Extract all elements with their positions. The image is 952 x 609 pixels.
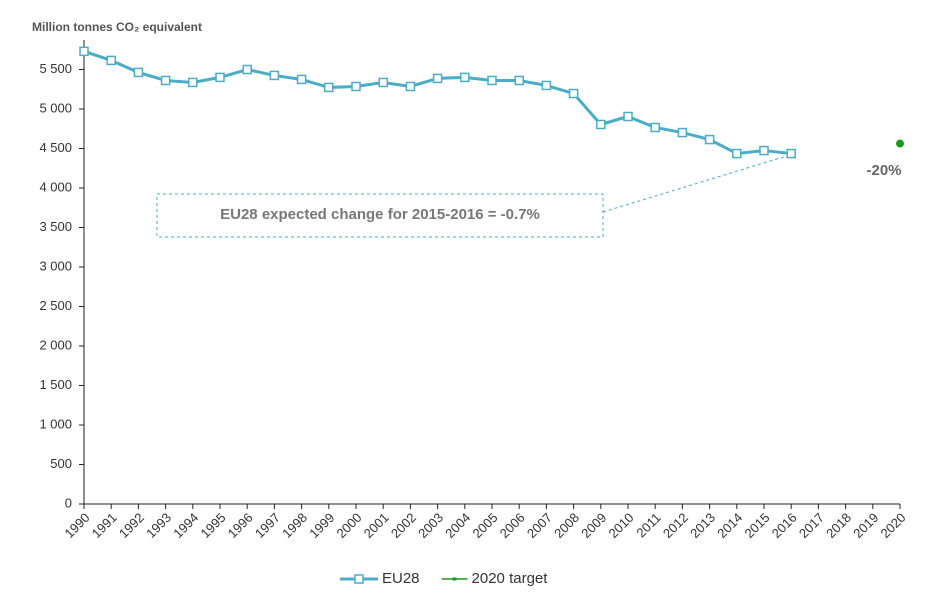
point — [324, 82, 334, 93]
x-tick-label: 1996 — [225, 510, 256, 541]
x-tick-label: 1994 — [170, 510, 201, 541]
x-tick-label: 1998 — [279, 510, 310, 541]
y-tick-label: 2 000 — [39, 337, 72, 352]
annotation-box — [156, 193, 604, 238]
point — [487, 75, 497, 86]
y-tick-label: 1 000 — [39, 416, 72, 431]
annotation: -20% — [866, 162, 901, 179]
y-tick-label: 4 500 — [39, 140, 72, 155]
point — [269, 70, 280, 81]
point — [568, 88, 579, 99]
annotation: EU28 expected change for 2015-2016 = -0.… — [220, 206, 540, 223]
x-tick-label: 2008 — [551, 510, 582, 541]
point — [351, 81, 361, 92]
legend-label: EU28 — [382, 570, 420, 587]
y-tick-label: 0 — [65, 495, 72, 510]
point — [514, 75, 524, 86]
x-tick-label: 2017 — [796, 510, 827, 541]
point — [896, 139, 904, 148]
x-tick-label: 2014 — [714, 510, 745, 541]
x-tick-label: 2001 — [361, 510, 392, 541]
x-tick-label: 2015 — [741, 510, 772, 541]
x-tick-label: 2007 — [524, 510, 555, 541]
x-tick-label: 2000 — [333, 510, 364, 541]
y-tick-label: 1 500 — [39, 377, 72, 392]
point — [79, 46, 89, 57]
x-tick-label: 1992 — [116, 510, 147, 541]
point — [759, 145, 769, 156]
x-tick-label: 2005 — [469, 510, 500, 541]
point — [242, 64, 252, 75]
x-tick-label: 1997 — [252, 510, 283, 541]
x-tick-label: 2013 — [687, 510, 718, 541]
point — [296, 74, 307, 85]
point — [732, 148, 742, 159]
legend-marker — [354, 574, 364, 584]
x-tick-label: 1995 — [197, 510, 228, 541]
point — [650, 122, 660, 133]
point — [133, 67, 144, 78]
point — [215, 72, 225, 83]
y-tick-label: 500 — [50, 456, 72, 471]
x-tick-label: 1999 — [306, 510, 337, 541]
y-tick-label: 3 000 — [39, 258, 72, 273]
legend-marker — [452, 577, 457, 581]
annotation-leader — [602, 154, 791, 213]
point — [704, 134, 715, 145]
y-tick-label: 2 500 — [39, 298, 72, 313]
series-line — [83, 49, 792, 156]
point — [623, 111, 633, 122]
point — [460, 72, 470, 83]
y-axis-label: Million tonnes CO₂ equivalent — [32, 20, 202, 34]
x-tick-label: 2002 — [388, 510, 419, 541]
legend-label: 2020 target — [472, 570, 549, 587]
x-tick-label: 2003 — [415, 510, 446, 541]
y-tick-label: 4 000 — [39, 179, 72, 194]
y-tick-label: 5 000 — [39, 100, 72, 115]
point — [188, 77, 198, 88]
x-tick-label: 2004 — [442, 510, 473, 541]
point — [596, 119, 606, 130]
x-tick-label: 2019 — [850, 510, 881, 541]
x-tick-label: 1990 — [61, 510, 92, 541]
x-tick-label: 1993 — [143, 510, 174, 541]
point — [677, 127, 688, 138]
x-tick-label: 2018 — [823, 510, 854, 541]
point — [106, 55, 116, 66]
x-tick-label: 2012 — [660, 510, 691, 541]
x-tick-label: 2020 — [877, 510, 908, 541]
point — [541, 80, 552, 91]
point — [160, 75, 171, 86]
x-tick-label: 2010 — [605, 510, 636, 541]
y-tick-label: 5 500 — [39, 61, 72, 76]
x-tick-label: 2016 — [769, 510, 800, 541]
point — [786, 148, 796, 159]
point — [378, 77, 388, 88]
point — [432, 73, 443, 84]
x-tick-label: 2009 — [578, 510, 609, 541]
y-tick-label: 3 500 — [39, 219, 72, 234]
x-tick-label: 2011 — [633, 510, 663, 540]
point — [405, 81, 416, 92]
x-tick-label: 1991 — [89, 510, 120, 541]
x-tick-label: 2006 — [497, 510, 528, 541]
